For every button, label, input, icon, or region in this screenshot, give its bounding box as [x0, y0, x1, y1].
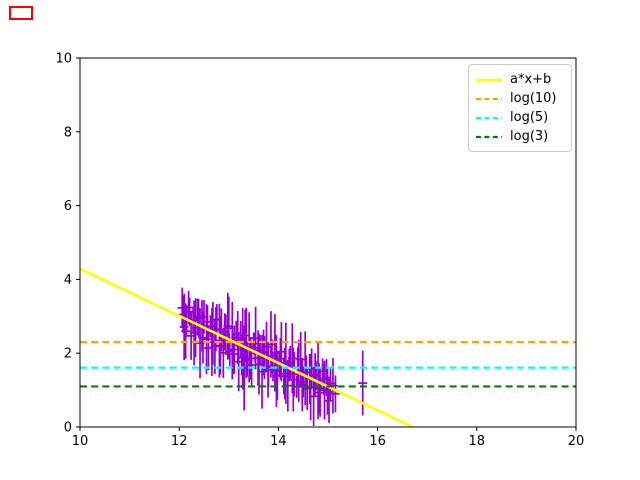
errorbar-series [177, 287, 368, 426]
legend-label-log5: log(5) [510, 110, 549, 125]
y-tick-label: 4 [64, 273, 72, 288]
y-tick-label: 0 [64, 421, 72, 436]
legend-item-log5: log(5) [476, 108, 564, 127]
legend-swatch-log5-icon [476, 116, 502, 119]
y-tick-label: 10 [55, 52, 72, 67]
legend-swatch-fit-line-icon [476, 78, 502, 81]
axis-tick-labels: 10 12 14 16 18 20 0 2 4 6 8 10 [55, 52, 584, 450]
axis-ticks [76, 57, 577, 431]
x-tick-label: 18 [469, 434, 486, 449]
legend-item-log10: log(10) [476, 89, 564, 108]
y-tick-label: 2 [64, 347, 72, 362]
legend-label-log10: log(10) [510, 91, 557, 106]
legend-swatch-log3-icon [476, 135, 502, 138]
legend: a*x+b log(10) log(5) log(3) [468, 64, 572, 152]
legend-swatch-log10-icon [476, 97, 502, 100]
x-tick-label: 16 [369, 434, 386, 449]
legend-item-fit-line: a*x+b [476, 70, 564, 89]
x-tick-label: 14 [270, 434, 287, 449]
plot-area [80, 267, 576, 427]
y-tick-label: 6 [64, 199, 72, 214]
x-tick-label: 10 [72, 434, 89, 449]
y-tick-label: 8 [64, 125, 72, 140]
red-marker-box [9, 6, 33, 20]
axes-spines [79, 57, 577, 428]
x-tick-label: 12 [171, 434, 188, 449]
legend-label-fit-line: a*x+b [510, 72, 552, 87]
legend-item-log3: log(3) [476, 127, 564, 146]
legend-label-log3: log(3) [510, 129, 549, 144]
fit-line [80, 267, 414, 427]
x-tick-label: 20 [568, 434, 585, 449]
